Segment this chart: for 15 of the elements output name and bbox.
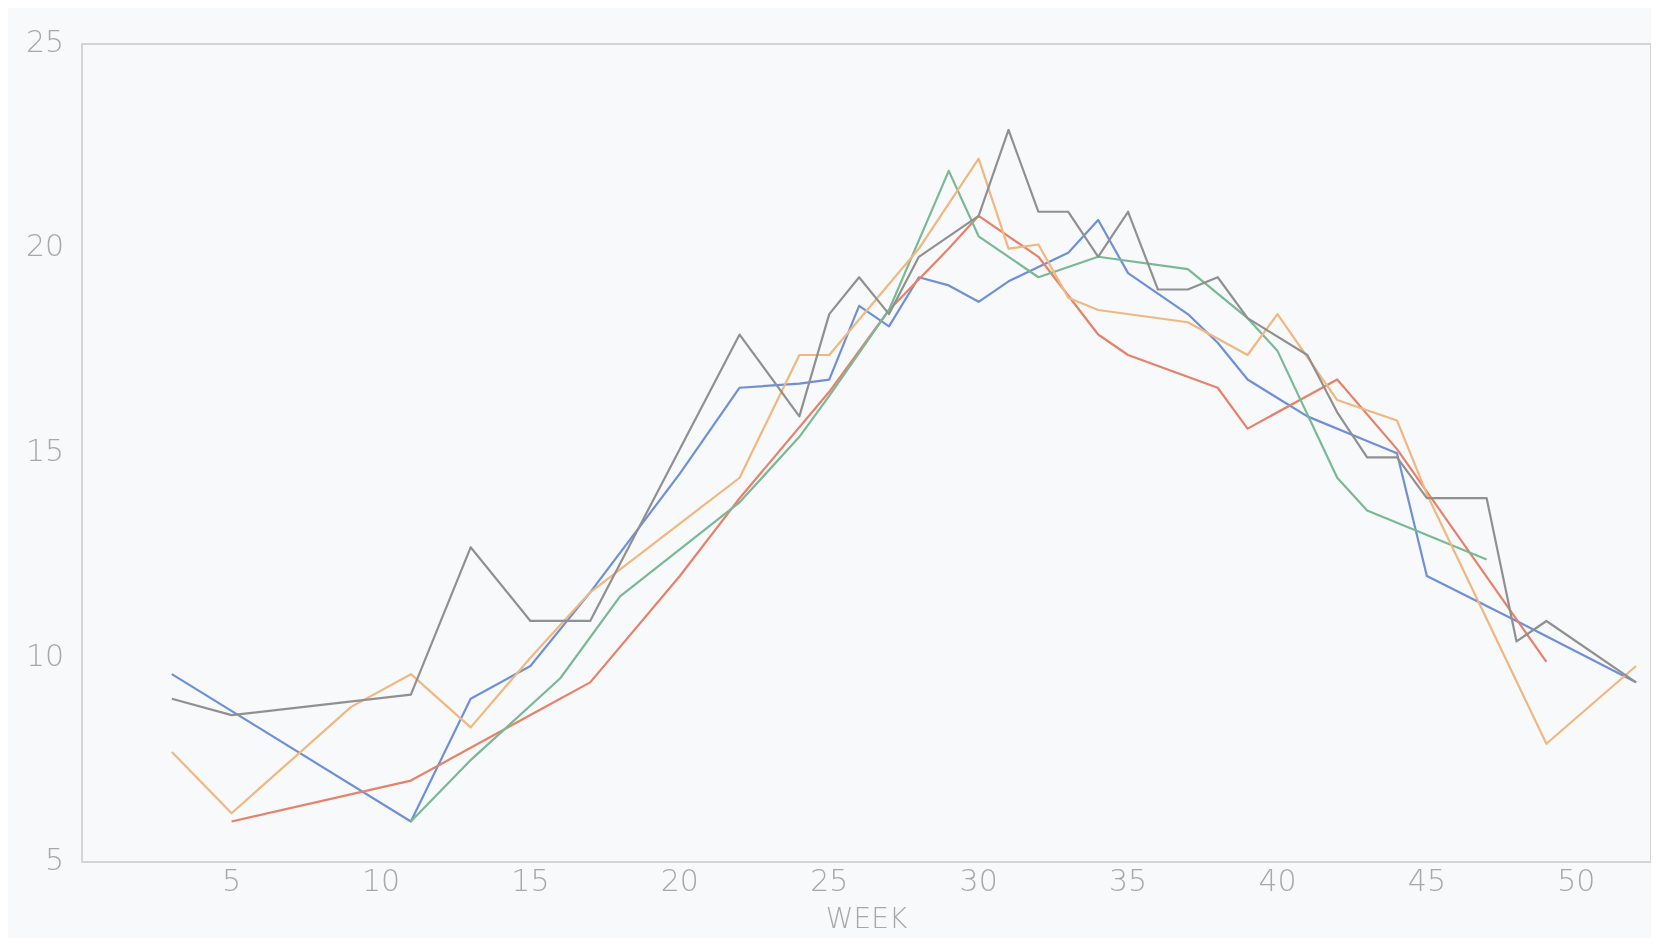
- x-tick-label: 50: [1557, 863, 1596, 899]
- x-axis-title: WEEK: [825, 902, 908, 936]
- x-tick-label: 45: [1407, 863, 1446, 899]
- x-tick-label: 15: [511, 863, 550, 899]
- y-tick-label: 20: [25, 228, 65, 264]
- x-tick-label: 30: [959, 863, 998, 899]
- x-tick-label: 35: [1108, 863, 1148, 899]
- x-tick-label: 5: [222, 863, 242, 899]
- x-tick-label: 25: [810, 863, 849, 899]
- y-tick-label: 25: [25, 23, 65, 59]
- y-tick-label: 15: [25, 433, 65, 468]
- x-tick-label: 40: [1258, 863, 1297, 899]
- x-tick-label: 20: [660, 863, 699, 899]
- x-tick-label: 10: [361, 863, 401, 899]
- y-tick-label: 10: [25, 637, 65, 673]
